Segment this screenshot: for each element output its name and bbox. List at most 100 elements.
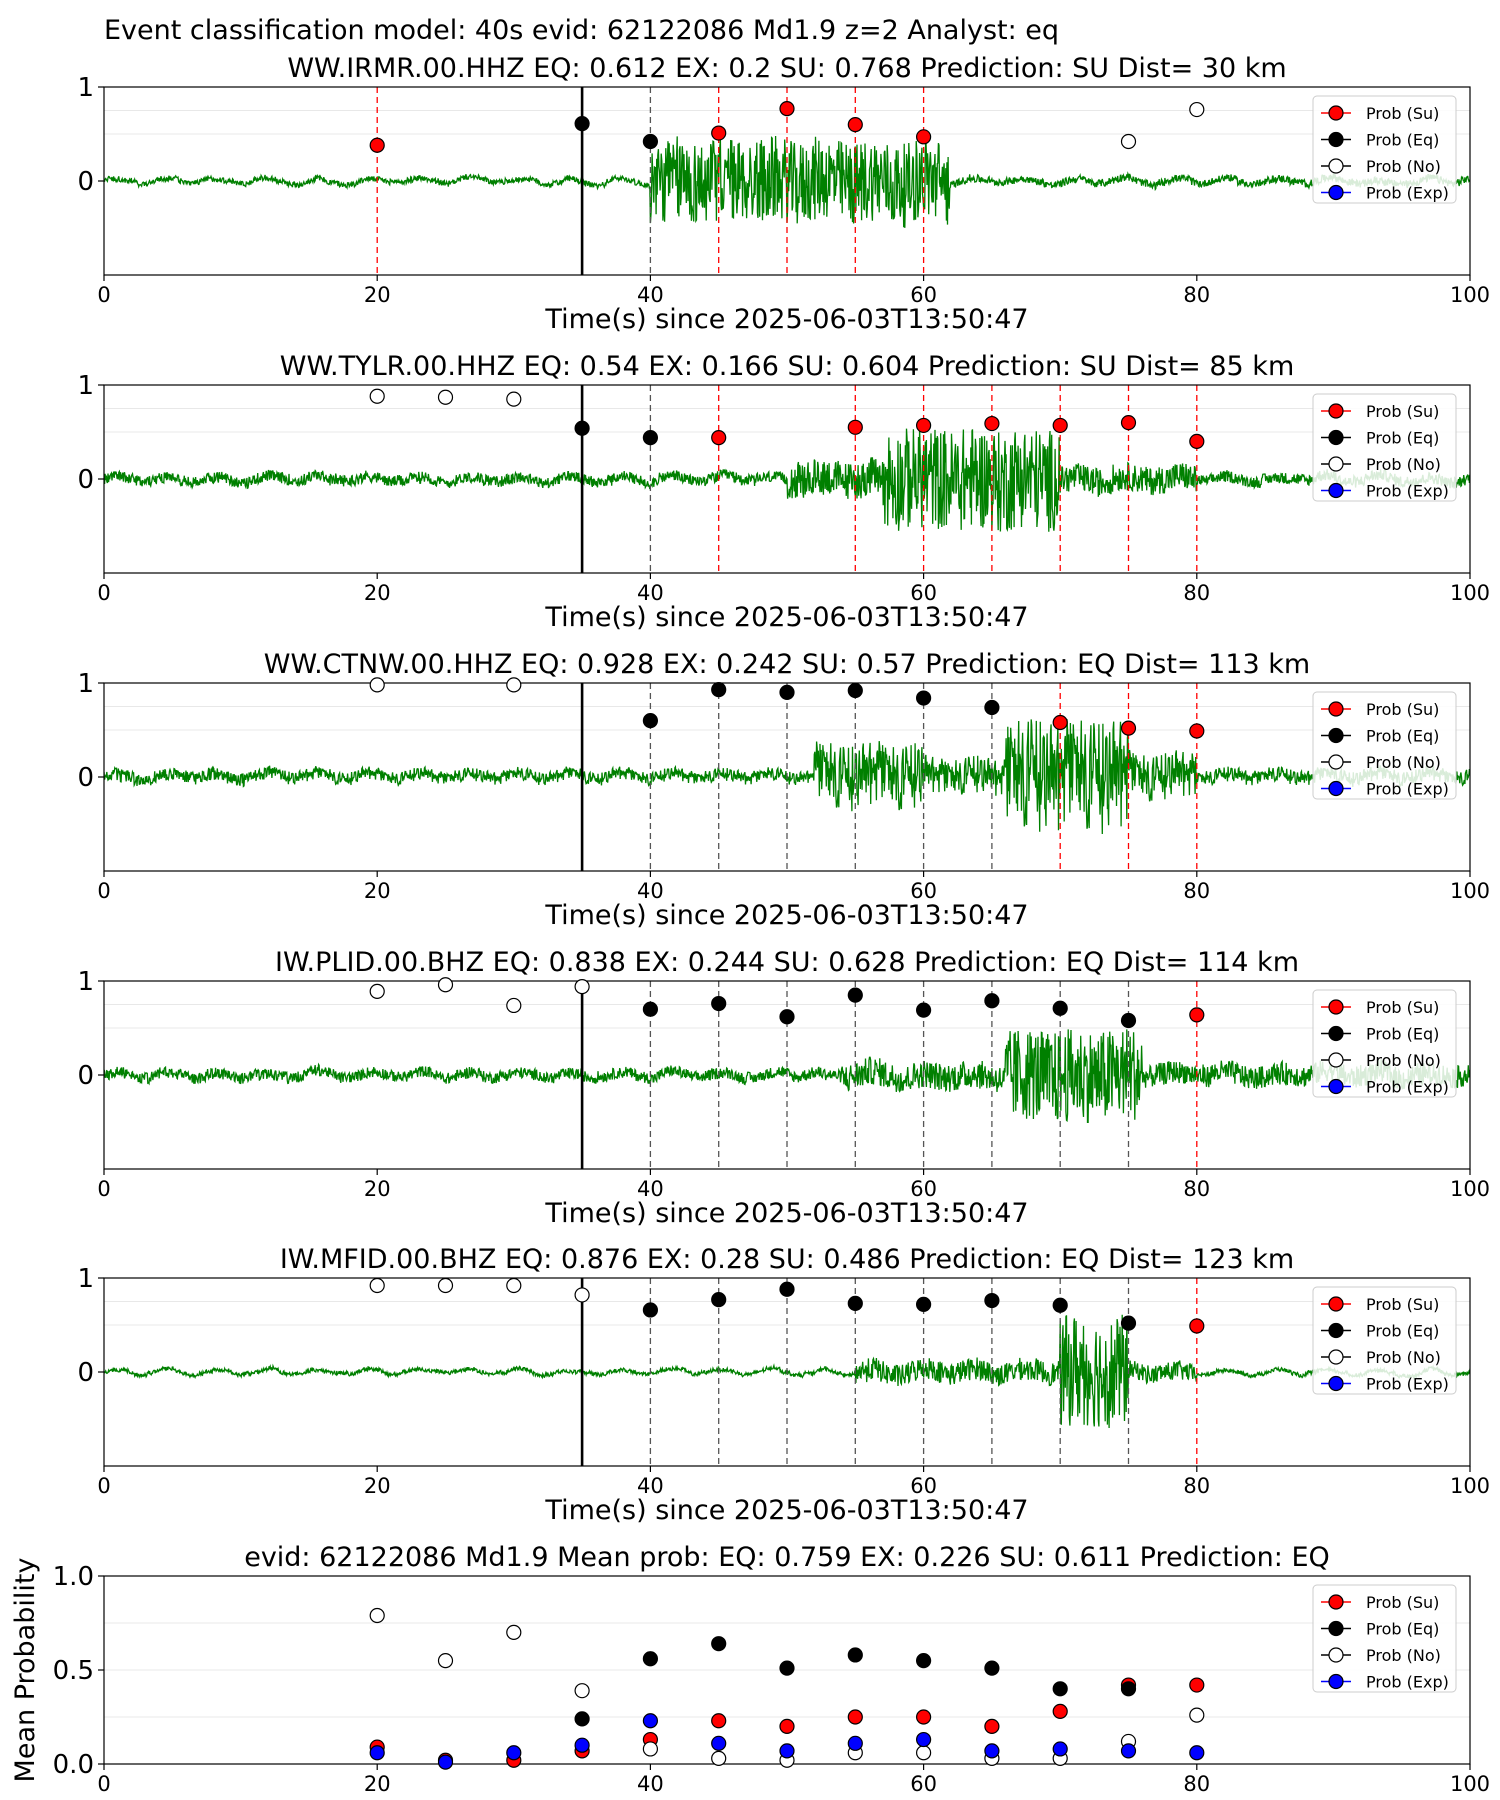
mean-prob-point-eq: [847, 1647, 863, 1663]
legend-label: Prob (Exp): [1366, 1375, 1449, 1394]
x-axis-label: Time(s) since 2025-06-03T13:50:47: [544, 602, 1028, 633]
mean-prob-point-no: [437, 1652, 454, 1669]
mean-prob-point-no: [506, 1624, 522, 1641]
mean-prob-point-exp: [779, 1743, 795, 1759]
mean-prob-point-eq: [711, 1636, 727, 1652]
prob-point-eq: [847, 1295, 863, 1311]
prob-point-eq: [1052, 1297, 1068, 1313]
mean-prob-point-eq: [779, 1660, 795, 1676]
legend-marker-su: [1328, 403, 1344, 419]
panel-title: WW.CTNW.00.HHZ EQ: 0.928 EX: 0.242 SU: 0…: [264, 649, 1310, 680]
prob-point-eq: [711, 681, 727, 698]
prob-point-eq: [847, 987, 863, 1003]
mean-prob-point-exp: [711, 1735, 727, 1751]
prob-point-eq: [574, 420, 590, 436]
legend-label: Prob (Su): [1366, 700, 1439, 719]
legend-label: Prob (Su): [1366, 998, 1439, 1017]
mean-prob-point-eq: [1120, 1681, 1137, 1697]
y-tick-label: 0: [77, 763, 94, 793]
panel-3: IW.PLID.00.BHZ EQ: 0.838 EX: 0.244 SU: 0…: [77, 947, 1490, 1229]
mean-prob-point-exp: [847, 1735, 863, 1751]
prob-point-no: [369, 1277, 385, 1294]
x-tick-label: 20: [364, 1177, 391, 1201]
x-tick-label: 40: [637, 581, 664, 605]
x-tick-label: 40: [637, 283, 664, 307]
x-tick-label: 20: [364, 1772, 391, 1796]
mean-prob-point-su: [847, 1709, 863, 1725]
mean-prob-point-exp: [984, 1743, 1000, 1759]
y-tick-label: 0.0: [53, 1750, 94, 1780]
prob-point-su: [915, 417, 932, 434]
prob-point-su: [369, 137, 385, 153]
legend-marker-exp: [1328, 780, 1344, 797]
x-tick-label: 0: [97, 283, 110, 307]
legend-label: Prob (Su): [1366, 402, 1439, 421]
mean-prob-point-su: [711, 1713, 727, 1729]
legend-marker-no: [1328, 158, 1344, 174]
legend-marker-no: [1328, 456, 1344, 472]
mean-prob-point-exp: [642, 1713, 659, 1729]
prob-point-eq: [1052, 1000, 1068, 1016]
x-tick-label: 40: [637, 1177, 664, 1201]
x-tick-label: 60: [910, 879, 937, 903]
legend-label: Prob (Su): [1366, 1295, 1439, 1314]
legend-label: Prob (Eq): [1366, 429, 1439, 448]
legend-label: Prob (Eq): [1366, 1620, 1439, 1639]
panel-title: evid: 62122086 Md1.9 Mean prob: EQ: 0.75…: [244, 1542, 1330, 1573]
legend-marker-su: [1328, 105, 1344, 121]
prob-point-su: [847, 419, 863, 435]
legend-label: Prob (Exp): [1366, 1078, 1449, 1097]
prob-point-no: [506, 1277, 522, 1294]
legend-label: Prob (Exp): [1366, 482, 1449, 501]
legend-box: [1312, 989, 1457, 1098]
legend-label: Prob (No): [1366, 1348, 1441, 1367]
prob-point-no: [437, 1277, 454, 1294]
prob-point-no: [437, 977, 454, 993]
x-tick-label: 20: [364, 283, 391, 307]
prob-point-eq: [915, 1296, 932, 1312]
legend-marker-su: [1328, 1296, 1344, 1312]
legend-marker-no: [1328, 1052, 1344, 1068]
mean-prob-point-su: [779, 1718, 795, 1735]
prob-point-eq: [984, 993, 1000, 1009]
prob-point-su: [1189, 1318, 1205, 1334]
prob-point-eq: [779, 1009, 795, 1025]
x-tick-label: 100: [1450, 879, 1490, 903]
seismogram-trace: [104, 428, 1470, 532]
y-tick-label: 0: [77, 465, 94, 495]
mean-prob-point-exp: [369, 1745, 385, 1761]
legend-box: [1312, 1286, 1457, 1395]
prob-point-eq: [642, 1001, 659, 1017]
legend-label: Prob (Exp): [1366, 1673, 1449, 1692]
prob-point-su: [711, 125, 727, 141]
x-tick-label: 60: [910, 1772, 937, 1796]
legend-marker-no: [1328, 1647, 1344, 1663]
prob-point-eq: [847, 682, 863, 699]
prob-point-eq: [642, 1302, 659, 1318]
mean-prob-point-su: [984, 1718, 1000, 1735]
legend-box: [1312, 393, 1457, 502]
mean-prob-point-su: [1189, 1677, 1205, 1693]
mean-prob-point-exp: [437, 1754, 454, 1770]
prob-point-eq: [711, 995, 727, 1012]
y-tick-label: 0: [77, 167, 94, 197]
prob-point-no: [369, 388, 385, 404]
x-tick-label: 20: [364, 1474, 391, 1498]
prob-point-su: [847, 116, 863, 133]
legend-label: Prob (Su): [1366, 1593, 1439, 1612]
panel-5: evid: 62122086 Md1.9 Mean prob: EQ: 0.75…: [10, 1542, 1490, 1796]
legend-label: Prob (Su): [1366, 104, 1439, 123]
legend-label: Prob (No): [1366, 753, 1441, 772]
y-tick-label: 0: [77, 1061, 94, 1091]
x-tick-label: 40: [637, 879, 664, 903]
x-tick-label: 80: [1183, 1772, 1210, 1796]
panel-4: IW.MFID.00.BHZ EQ: 0.876 EX: 0.28 SU: 0.…: [77, 1244, 1490, 1526]
y-tick-label: 1: [77, 1264, 94, 1294]
legend-label: Prob (No): [1366, 455, 1441, 474]
prob-point-no: [369, 677, 385, 693]
mean-prob-point-no: [711, 1750, 727, 1766]
x-axis-label: Time(s) since 2025-06-03T13:50:47: [544, 1495, 1028, 1526]
legend-marker-no: [1328, 1349, 1344, 1365]
panels: WW.IRMR.00.HHZ EQ: 0.612 EX: 0.2 SU: 0.7…: [10, 53, 1490, 1796]
